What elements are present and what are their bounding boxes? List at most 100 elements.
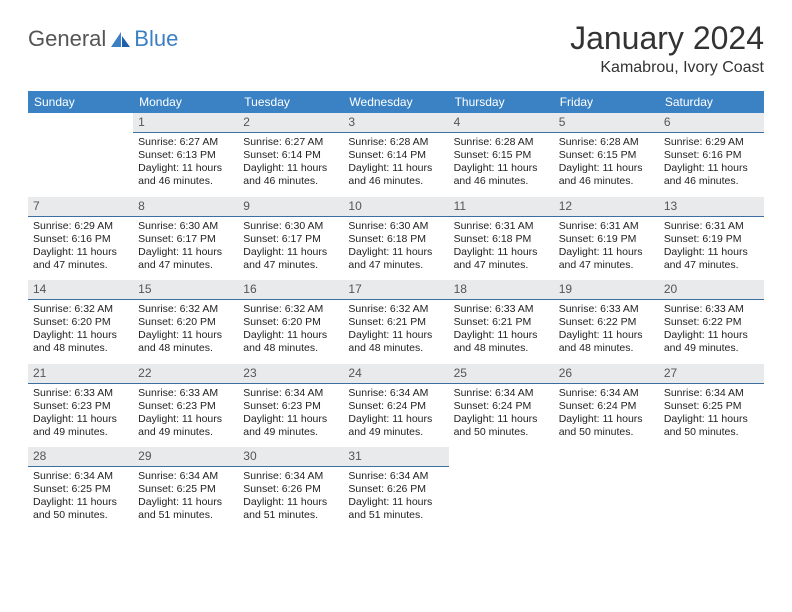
calendar-week-row: 28Sunrise: 6:34 AMSunset: 6:25 PMDayligh… [28,447,764,531]
calendar-day-cell: 15Sunrise: 6:32 AMSunset: 6:20 PMDayligh… [133,280,238,364]
daylight-line: Daylight: 11 hours and 49 minutes. [348,413,443,439]
sunrise-line: Sunrise: 6:34 AM [243,387,338,400]
day-number: 17 [343,280,448,300]
day-number: 31 [343,447,448,467]
calendar-day-cell: 20Sunrise: 6:33 AMSunset: 6:22 PMDayligh… [659,280,764,364]
day-details: Sunrise: 6:31 AMSunset: 6:19 PMDaylight:… [554,217,659,281]
daylight-line: Daylight: 11 hours and 47 minutes. [243,246,338,272]
daylight-line: Daylight: 11 hours and 51 minutes. [138,496,233,522]
calendar-day-cell: . [28,113,133,197]
day-number: 18 [449,280,554,300]
day-details: Sunrise: 6:30 AMSunset: 6:18 PMDaylight:… [343,217,448,281]
day-number: 12 [554,197,659,217]
day-details: Sunrise: 6:28 AMSunset: 6:14 PMDaylight:… [343,133,448,197]
day-details: Sunrise: 6:34 AMSunset: 6:25 PMDaylight:… [28,467,133,531]
calendar-day-cell: . [449,447,554,531]
weekday-header: Wednesday [343,91,448,113]
sunrise-line: Sunrise: 6:28 AM [348,136,443,149]
sunrise-line: Sunrise: 6:29 AM [664,136,759,149]
sunset-line: Sunset: 6:16 PM [33,233,128,246]
day-details: Sunrise: 6:32 AMSunset: 6:20 PMDaylight:… [238,300,343,364]
calendar-day-cell: 8Sunrise: 6:30 AMSunset: 6:17 PMDaylight… [133,197,238,281]
calendar-day-cell: 12Sunrise: 6:31 AMSunset: 6:19 PMDayligh… [554,197,659,281]
day-number: 26 [554,364,659,384]
sunset-line: Sunset: 6:19 PM [559,233,654,246]
daylight-line: Daylight: 11 hours and 50 minutes. [33,496,128,522]
sunset-line: Sunset: 6:18 PM [348,233,443,246]
sunset-line: Sunset: 6:19 PM [664,233,759,246]
location-subtitle: Kamabrou, Ivory Coast [570,59,764,77]
brand-logo: General Blue [28,26,178,52]
day-details: Sunrise: 6:34 AMSunset: 6:23 PMDaylight:… [238,384,343,448]
sunrise-line: Sunrise: 6:30 AM [243,220,338,233]
day-details: Sunrise: 6:29 AMSunset: 6:16 PMDaylight:… [659,133,764,197]
day-number: 21 [28,364,133,384]
daylight-line: Daylight: 11 hours and 46 minutes. [138,162,233,188]
daylight-line: Daylight: 11 hours and 47 minutes. [33,246,128,272]
day-number: 4 [449,113,554,133]
sunrise-line: Sunrise: 6:28 AM [454,136,549,149]
sunrise-line: Sunrise: 6:29 AM [33,220,128,233]
calendar-day-cell: 4Sunrise: 6:28 AMSunset: 6:15 PMDaylight… [449,113,554,197]
calendar-day-cell: 21Sunrise: 6:33 AMSunset: 6:23 PMDayligh… [28,364,133,448]
calendar-day-cell: 2Sunrise: 6:27 AMSunset: 6:14 PMDaylight… [238,113,343,197]
sunrise-line: Sunrise: 6:33 AM [33,387,128,400]
daylight-line: Daylight: 11 hours and 50 minutes. [664,413,759,439]
day-details: Sunrise: 6:33 AMSunset: 6:23 PMDaylight:… [28,384,133,448]
day-details: Sunrise: 6:30 AMSunset: 6:17 PMDaylight:… [133,217,238,281]
daylight-line: Daylight: 11 hours and 46 minutes. [454,162,549,188]
day-details: Sunrise: 6:34 AMSunset: 6:24 PMDaylight:… [343,384,448,448]
sunrise-line: Sunrise: 6:34 AM [454,387,549,400]
calendar-day-cell: 22Sunrise: 6:33 AMSunset: 6:23 PMDayligh… [133,364,238,448]
sunset-line: Sunset: 6:14 PM [243,149,338,162]
day-number: 19 [554,280,659,300]
calendar-day-cell: 3Sunrise: 6:28 AMSunset: 6:14 PMDaylight… [343,113,448,197]
calendar-week-row: 14Sunrise: 6:32 AMSunset: 6:20 PMDayligh… [28,280,764,364]
sunset-line: Sunset: 6:17 PM [243,233,338,246]
day-details: Sunrise: 6:33 AMSunset: 6:23 PMDaylight:… [133,384,238,448]
sunrise-line: Sunrise: 6:34 AM [559,387,654,400]
sunset-line: Sunset: 6:23 PM [33,400,128,413]
day-details: Sunrise: 6:28 AMSunset: 6:15 PMDaylight:… [449,133,554,197]
day-number: 7 [28,197,133,217]
day-number: 30 [238,447,343,467]
sunrise-line: Sunrise: 6:32 AM [33,303,128,316]
sunset-line: Sunset: 6:20 PM [33,316,128,329]
daylight-line: Daylight: 11 hours and 47 minutes. [138,246,233,272]
calendar-day-cell: 17Sunrise: 6:32 AMSunset: 6:21 PMDayligh… [343,280,448,364]
calendar-day-cell: 10Sunrise: 6:30 AMSunset: 6:18 PMDayligh… [343,197,448,281]
weekday-header: Thursday [449,91,554,113]
sunset-line: Sunset: 6:22 PM [559,316,654,329]
day-number: 15 [133,280,238,300]
calendar-day-cell: 13Sunrise: 6:31 AMSunset: 6:19 PMDayligh… [659,197,764,281]
daylight-line: Daylight: 11 hours and 47 minutes. [348,246,443,272]
weekday-header: Tuesday [238,91,343,113]
daylight-line: Daylight: 11 hours and 51 minutes. [243,496,338,522]
sunrise-line: Sunrise: 6:27 AM [243,136,338,149]
sunrise-line: Sunrise: 6:34 AM [243,470,338,483]
sunrise-line: Sunrise: 6:30 AM [138,220,233,233]
day-details: Sunrise: 6:32 AMSunset: 6:20 PMDaylight:… [133,300,238,364]
page-header: General Blue January 2024 Kamabrou, Ivor… [28,20,764,77]
sunrise-line: Sunrise: 6:32 AM [348,303,443,316]
day-details: Sunrise: 6:33 AMSunset: 6:22 PMDaylight:… [554,300,659,364]
title-block: January 2024 Kamabrou, Ivory Coast [570,20,764,77]
daylight-line: Daylight: 11 hours and 48 minutes. [348,329,443,355]
sunrise-line: Sunrise: 6:33 AM [138,387,233,400]
day-number: 16 [238,280,343,300]
sunset-line: Sunset: 6:25 PM [664,400,759,413]
day-number: 9 [238,197,343,217]
sunset-line: Sunset: 6:24 PM [559,400,654,413]
day-number: 2 [238,113,343,133]
day-details: Sunrise: 6:32 AMSunset: 6:20 PMDaylight:… [28,300,133,364]
sunrise-line: Sunrise: 6:31 AM [559,220,654,233]
daylight-line: Daylight: 11 hours and 48 minutes. [243,329,338,355]
sunset-line: Sunset: 6:18 PM [454,233,549,246]
weekday-header: Monday [133,91,238,113]
day-number: 3 [343,113,448,133]
calendar-day-cell: . [659,447,764,531]
calendar-week-row: 7Sunrise: 6:29 AMSunset: 6:16 PMDaylight… [28,197,764,281]
day-number: 10 [343,197,448,217]
sunrise-line: Sunrise: 6:32 AM [243,303,338,316]
sunset-line: Sunset: 6:26 PM [348,483,443,496]
